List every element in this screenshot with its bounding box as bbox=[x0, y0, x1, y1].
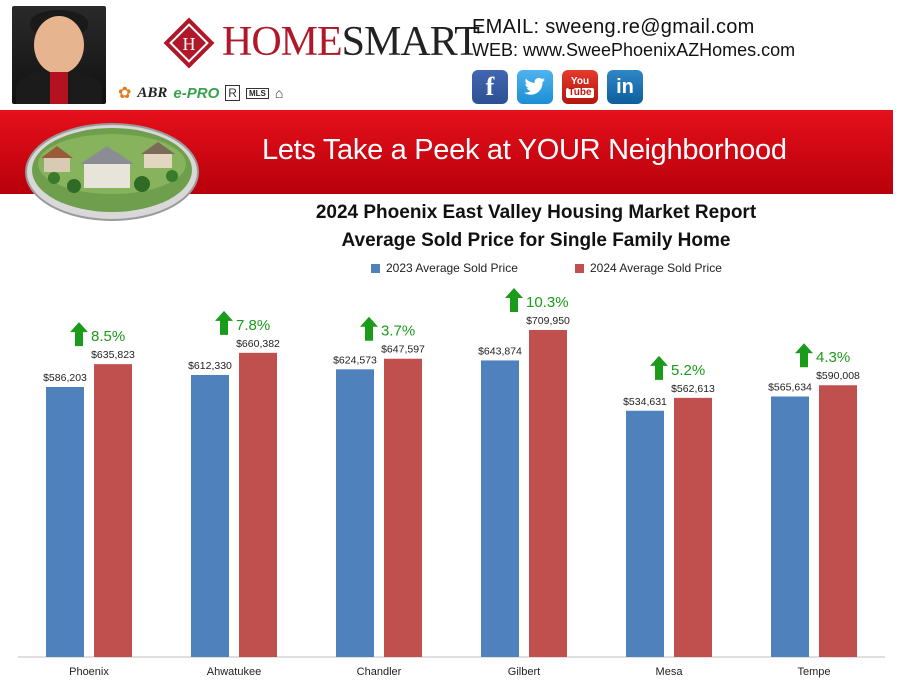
change-arrow-tempe bbox=[795, 343, 813, 368]
neighborhood-globe-icon bbox=[25, 123, 199, 221]
banner-headline: Lets Take a Peek at YOUR Neighborhood bbox=[262, 134, 787, 166]
facebook-icon[interactable]: f bbox=[472, 70, 508, 104]
data-label-2024-gilbert: $709,950 bbox=[526, 315, 570, 327]
bar-chart: $586,203 $635,823 Phoenix 8.5% $612,330 $660,… bbox=[18, 288, 885, 678]
bar-2024-ahwatukee bbox=[239, 352, 277, 657]
legend-2023-swatch bbox=[371, 263, 380, 273]
homesmart-logo-text: HOMESMART bbox=[222, 19, 480, 65]
bar-2023-gilbert bbox=[481, 360, 519, 657]
data-label-2024-mesa: $562,613 bbox=[671, 383, 715, 395]
change-percent-chandler: 3.7% bbox=[381, 323, 415, 340]
agent-photo bbox=[12, 6, 106, 104]
bar-2023-chandler bbox=[336, 369, 374, 657]
bar-2024-phoenix bbox=[94, 364, 132, 657]
bar-2023-mesa bbox=[626, 410, 664, 657]
bar-2024-tempe bbox=[819, 385, 857, 657]
equal-housing-icon: ⌂ bbox=[274, 85, 284, 101]
abr-badge: ABR bbox=[137, 84, 168, 101]
data-label-2024-ahwatukee: $660,382 bbox=[236, 338, 280, 350]
realtor-institute-icon: ✿ bbox=[118, 85, 132, 102]
category-label-ahwatukee: Ahwatukee bbox=[207, 666, 261, 678]
bar-2023-tempe bbox=[771, 396, 809, 657]
data-label-2024-chandler: $647,597 bbox=[381, 344, 425, 356]
chart-subtitle: Average Sold Price for Single Family Hom… bbox=[341, 230, 731, 251]
svg-text:H: H bbox=[183, 34, 196, 54]
contact-website[interactable]: WEB: www.SweePhoenixAZHomes.com bbox=[472, 40, 796, 60]
category-label-mesa: Mesa bbox=[656, 666, 684, 678]
epro-badge: e-PRO bbox=[173, 84, 220, 102]
homesmart-logo-icon: H bbox=[163, 17, 215, 69]
linkedin-icon[interactable]: in bbox=[607, 70, 643, 104]
data-label-2023-gilbert: $643,874 bbox=[478, 345, 522, 357]
twitter-icon[interactable] bbox=[517, 70, 553, 104]
category-label-phoenix: Phoenix bbox=[69, 666, 109, 678]
realtor-r-icon: R bbox=[225, 85, 240, 101]
change-arrow-gilbert bbox=[505, 288, 523, 312]
change-percent-tempe: 4.3% bbox=[816, 349, 850, 366]
category-label-gilbert: Gilbert bbox=[508, 666, 540, 678]
data-label-2023-mesa: $534,631 bbox=[623, 396, 667, 408]
legend-2024-label: 2024 Average Sold Price bbox=[590, 261, 722, 275]
bar-2024-chandler bbox=[384, 358, 422, 657]
legend-2024-swatch bbox=[575, 263, 584, 273]
change-arrow-ahwatukee bbox=[215, 310, 233, 335]
change-percent-ahwatukee: 7.8% bbox=[236, 317, 270, 334]
change-arrow-phoenix bbox=[70, 322, 88, 347]
data-label-2023-chandler: $624,573 bbox=[333, 354, 377, 366]
data-label-2024-phoenix: $635,823 bbox=[91, 349, 135, 361]
mls-badge: MLS bbox=[245, 87, 269, 99]
certification-badges: ✿ ABR e-PRO R MLS ⌂ bbox=[118, 82, 283, 104]
youtube-icon[interactable]: You Tube bbox=[562, 70, 598, 104]
change-percent-gilbert: 10.3% bbox=[526, 294, 569, 311]
bar-2023-phoenix bbox=[46, 386, 84, 657]
data-label-2023-phoenix: $586,203 bbox=[43, 372, 87, 384]
legend-2023: 2023 Average Sold Price bbox=[371, 261, 518, 275]
change-arrow-mesa bbox=[650, 355, 668, 380]
bar-2024-gilbert bbox=[529, 330, 567, 657]
chart-title: 2024 Phoenix East Valley Housing Market … bbox=[315, 202, 757, 223]
data-label-2023-tempe: $565,634 bbox=[768, 381, 812, 393]
legend-2024: 2024 Average Sold Price bbox=[575, 261, 722, 275]
bar-2023-ahwatukee bbox=[191, 374, 229, 657]
change-arrow-chandler bbox=[360, 316, 378, 341]
data-label-2023-ahwatukee: $612,330 bbox=[188, 360, 232, 372]
legend-2023-label: 2023 Average Sold Price bbox=[386, 261, 518, 275]
category-label-chandler: Chandler bbox=[357, 666, 402, 678]
change-percent-mesa: 5.2% bbox=[671, 362, 705, 379]
data-label-2024-tempe: $590,008 bbox=[816, 370, 860, 382]
bar-2024-mesa bbox=[674, 397, 712, 657]
category-label-tempe: Tempe bbox=[797, 666, 830, 678]
change-percent-phoenix: 8.5% bbox=[91, 328, 125, 345]
contact-email: EMAIL: sweeng.re@gmail.com bbox=[472, 16, 755, 38]
